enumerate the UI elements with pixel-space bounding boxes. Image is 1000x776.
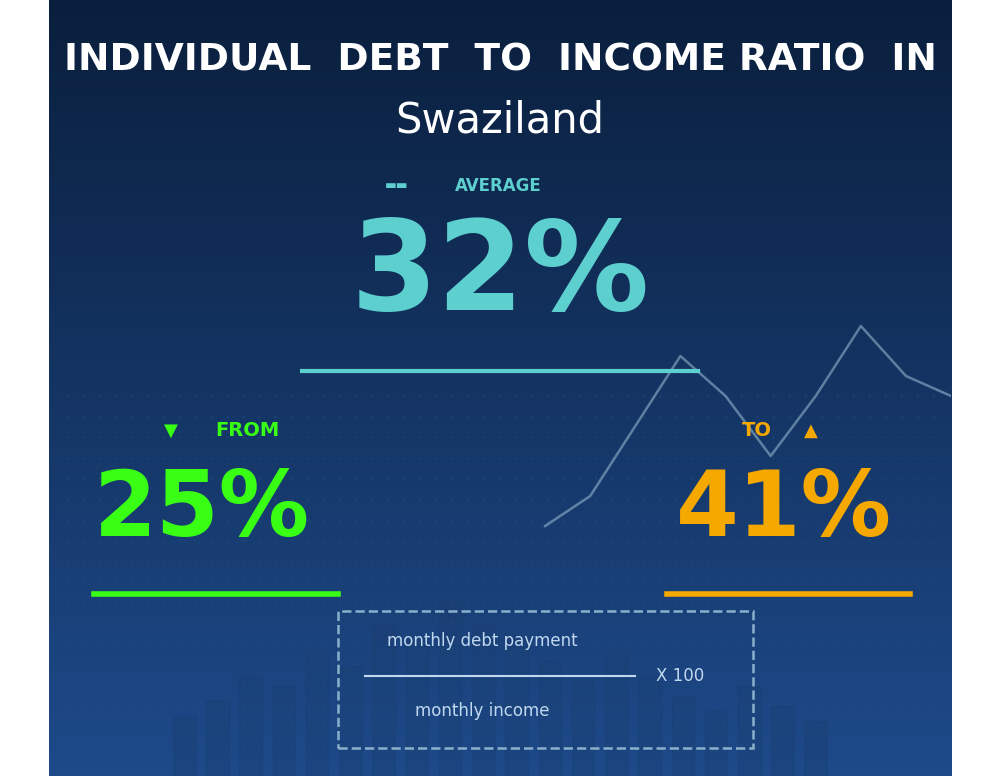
Bar (539, 661, 561, 776)
Text: X 100: X 100 (656, 667, 705, 685)
Bar (173, 716, 196, 776)
Text: ▼: ▼ (164, 422, 178, 440)
Bar (771, 706, 794, 776)
Bar (273, 686, 295, 776)
Bar (672, 696, 694, 776)
Text: TO: TO (742, 421, 772, 441)
Text: 32%: 32% (350, 216, 650, 337)
Bar (338, 611, 753, 748)
Text: INDIVIDUAL  DEBT  TO  INCOME RATIO  IN: INDIVIDUAL DEBT TO INCOME RATIO IN (64, 43, 936, 79)
Text: 41%: 41% (676, 467, 892, 555)
Text: monthly debt payment: monthly debt payment (387, 632, 577, 650)
Text: ▲: ▲ (804, 422, 818, 440)
Bar (472, 626, 495, 776)
Bar (439, 601, 461, 776)
Bar (505, 636, 528, 776)
Bar (605, 651, 628, 776)
Bar (306, 651, 328, 776)
Text: AVERAGE: AVERAGE (455, 177, 542, 195)
Bar (572, 681, 594, 776)
Bar (339, 666, 362, 776)
Bar (239, 676, 262, 776)
Bar (206, 701, 229, 776)
Bar (738, 686, 761, 776)
Bar (705, 711, 727, 776)
Text: Swaziland: Swaziland (396, 100, 604, 142)
Text: ▬▬: ▬▬ (385, 179, 408, 192)
Bar (638, 676, 661, 776)
Bar (406, 641, 428, 776)
Text: FROM: FROM (215, 421, 280, 441)
Text: 25%: 25% (94, 467, 310, 555)
Text: monthly income: monthly income (415, 702, 549, 720)
Bar (372, 626, 395, 776)
Bar (804, 721, 827, 776)
